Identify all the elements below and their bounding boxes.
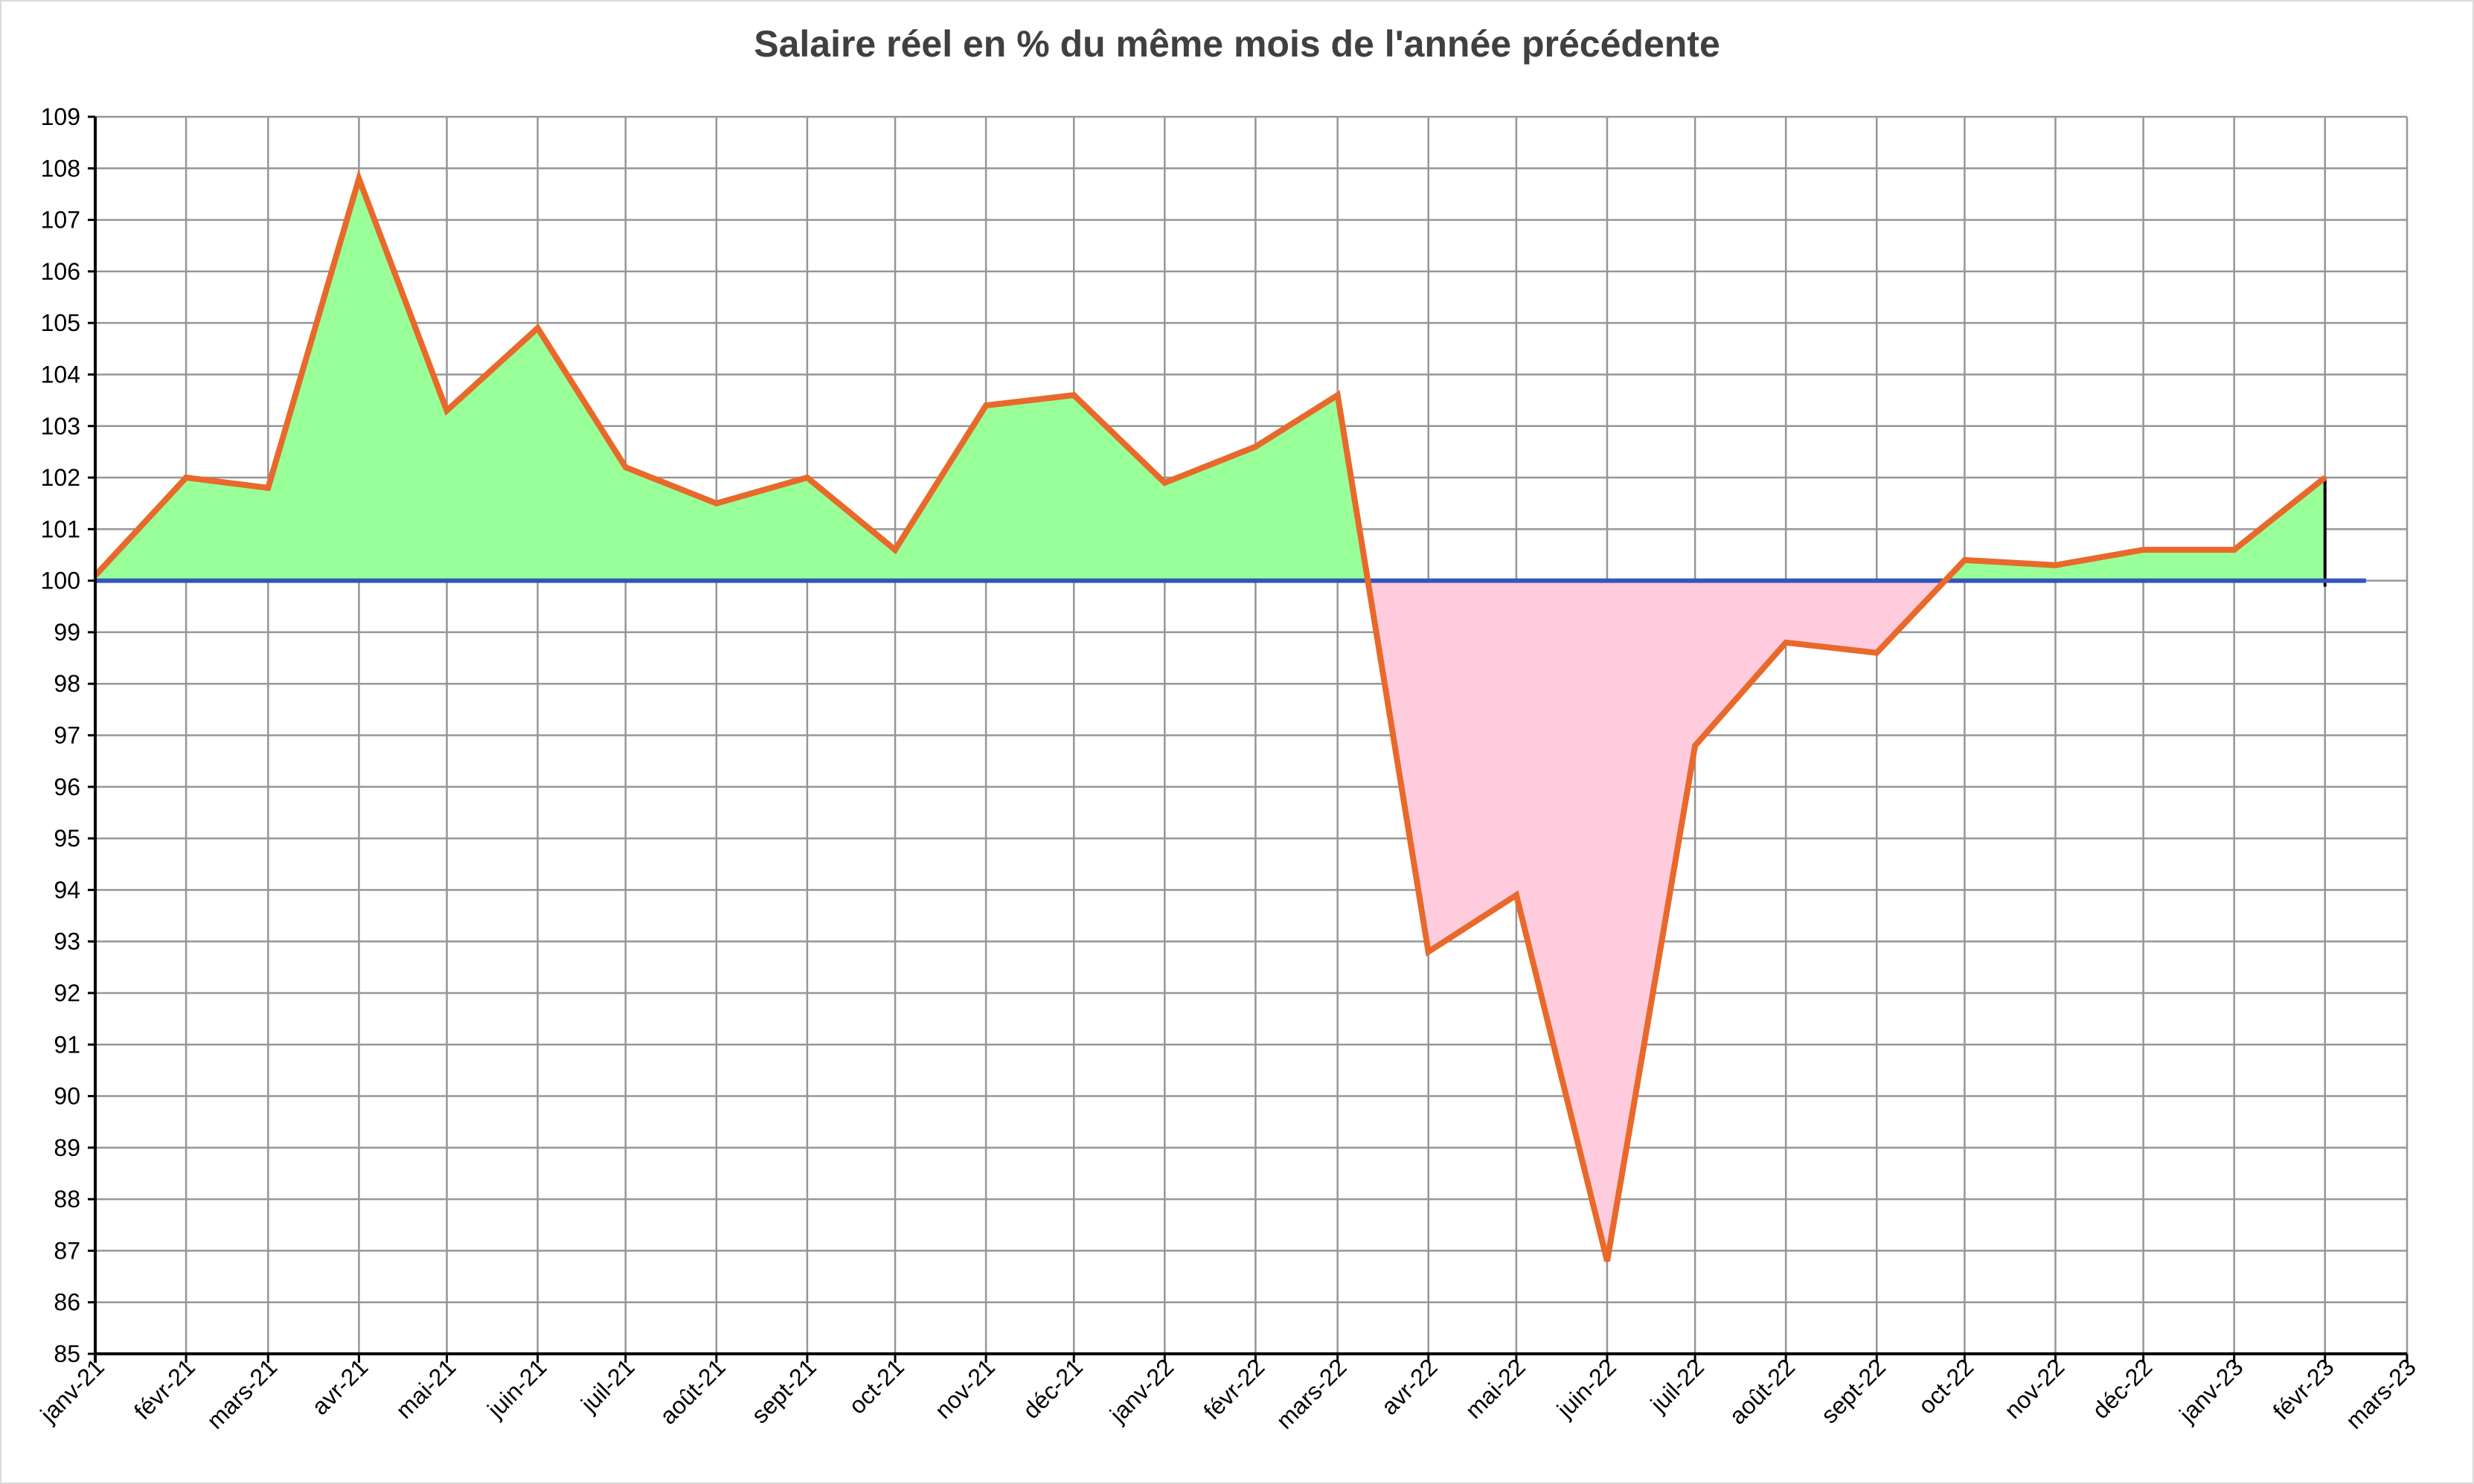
data-point xyxy=(894,548,897,552)
x-tick-label: août-21 xyxy=(655,1353,731,1429)
x-tick-label: janv-22 xyxy=(1104,1353,1179,1427)
y-tick-label: 90 xyxy=(54,1083,80,1110)
y-tick-label: 97 xyxy=(54,722,80,749)
y-tick-labels: 85 86 87 88 89 90 91 92 93 94 95 96 97 98 99 100 101 102 1… xyxy=(41,103,80,1367)
data-point xyxy=(1963,558,1967,562)
x-tick-label: août-22 xyxy=(1724,1353,1800,1429)
x-tick-label: févr-23 xyxy=(2268,1353,2339,1424)
y-tick-label: 95 xyxy=(54,825,80,852)
x-tick-label: avr-21 xyxy=(307,1353,374,1420)
data-point xyxy=(805,476,809,480)
chart-title: Salaire réel en % du même mois de l'anné… xyxy=(754,23,1720,65)
data-point xyxy=(185,476,188,480)
x-tick-label: oct-21 xyxy=(844,1353,909,1419)
x-tick-label: sept-21 xyxy=(746,1353,821,1428)
x-tick-label: nov-21 xyxy=(929,1353,1000,1424)
data-point xyxy=(2054,563,2057,567)
data-point xyxy=(1254,445,1257,449)
y-tick-label: 99 xyxy=(54,619,80,646)
series-line-group xyxy=(93,169,2327,1263)
area-fills xyxy=(95,179,2325,1262)
data-point xyxy=(536,327,539,330)
area-above-baseline xyxy=(1945,478,2325,581)
x-tick-label: mars-22 xyxy=(1271,1353,1351,1433)
y-tick-label: 91 xyxy=(54,1031,80,1058)
data-point xyxy=(1784,640,1788,644)
data-point xyxy=(266,486,270,489)
y-tick-label: 103 xyxy=(41,413,80,440)
x-tick-label: févr-21 xyxy=(129,1353,200,1424)
data-point xyxy=(1514,893,1518,897)
data-point xyxy=(357,177,361,181)
y-tick-label: 106 xyxy=(41,258,80,285)
y-tick-label: 92 xyxy=(54,980,80,1006)
data-point xyxy=(2323,476,2327,480)
x-tick-labels: janv-21 févr-21 mars-21 avr-21 mai-21 juin-21… xyxy=(35,1353,2421,1433)
x-tick-label: févr-22 xyxy=(1198,1353,1269,1424)
data-point xyxy=(1693,744,1697,748)
y-tick-label: 86 xyxy=(54,1289,80,1316)
data-point xyxy=(1336,394,1339,397)
y-tick-label: 105 xyxy=(41,309,80,336)
x-tick-label: juin-21 xyxy=(481,1353,551,1423)
y-tick-label: 87 xyxy=(54,1237,80,1264)
x-tick-label: sept-22 xyxy=(1816,1353,1891,1428)
x-tick-label: mai-22 xyxy=(1460,1353,1531,1424)
x-tick-label: mars-21 xyxy=(202,1353,282,1433)
y-tick-label: 100 xyxy=(41,568,80,594)
area-below-baseline xyxy=(1368,580,1946,1262)
x-tick-label: janv-23 xyxy=(2173,1353,2248,1427)
y-tick-label: 101 xyxy=(41,515,80,542)
data-point xyxy=(624,466,627,469)
data-point xyxy=(1605,1259,1609,1263)
y-tick-label: 109 xyxy=(41,103,80,130)
x-tick-label: juil-22 xyxy=(1645,1353,1710,1418)
data-point xyxy=(1426,950,1430,954)
y-tick-label: 88 xyxy=(54,1186,80,1212)
baseline-group xyxy=(95,478,2366,587)
x-tick-label: mai-21 xyxy=(391,1353,461,1424)
data-point xyxy=(445,408,449,412)
axes xyxy=(88,115,2409,1363)
y-tick-label: 107 xyxy=(41,207,80,234)
y-tick-label: 104 xyxy=(41,361,80,388)
y-tick-label: 89 xyxy=(54,1134,80,1161)
y-tick-label: 108 xyxy=(41,155,80,182)
area-above-baseline xyxy=(95,179,1368,581)
x-tick-label: nov-22 xyxy=(1999,1353,2070,1424)
x-tick-label: mars-23 xyxy=(2341,1353,2421,1433)
data-point xyxy=(2232,548,2236,552)
x-tick-label: déc-21 xyxy=(1018,1353,1089,1424)
data-point xyxy=(984,404,988,408)
x-tick-label: oct-22 xyxy=(1913,1353,1978,1419)
data-point xyxy=(2141,548,2145,552)
data-point xyxy=(1072,394,1076,397)
x-tick-label: juin-22 xyxy=(1551,1353,1621,1423)
y-tick-label: 102 xyxy=(41,464,80,491)
x-tick-label: avr-22 xyxy=(1376,1353,1443,1420)
y-tick-label: 94 xyxy=(54,876,80,903)
x-tick-label: juil-21 xyxy=(575,1353,640,1418)
y-tick-label: 96 xyxy=(54,774,80,800)
data-point xyxy=(1163,481,1167,484)
series-line xyxy=(93,169,2327,1262)
data-point xyxy=(1875,651,1879,655)
y-tick-label: 98 xyxy=(54,670,80,697)
y-tick-label: 93 xyxy=(54,928,80,955)
x-tick-label: déc-22 xyxy=(2087,1353,2158,1424)
grid-lines xyxy=(94,115,2409,1355)
y-tick-label: 85 xyxy=(54,1340,80,1367)
data-point xyxy=(714,501,718,505)
